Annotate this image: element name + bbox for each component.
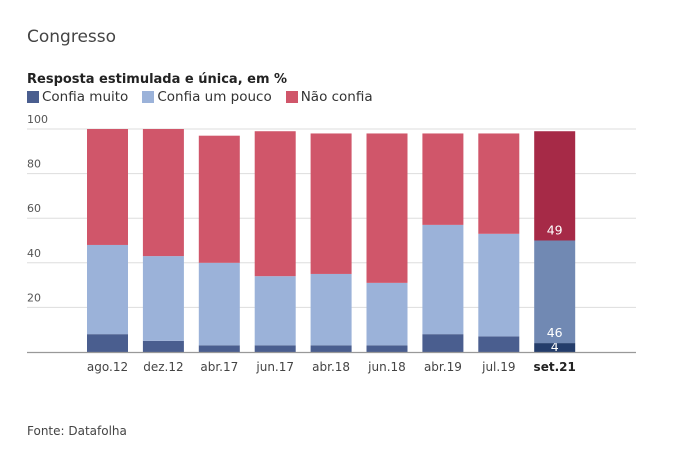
bar-segment-nao-confia-set-21 <box>534 131 576 241</box>
x-tick-label-jun-18: jun.18 <box>367 360 406 374</box>
chart-title: Congresso <box>27 27 117 47</box>
data-label-nao-confia-set-21: 49 <box>547 223 563 238</box>
bar-segment-nao-confia-dez-12 <box>142 129 184 257</box>
x-tick-label-jun-17: jun.17 <box>255 360 294 374</box>
bar-segment-confia-muito-dez-12 <box>142 340 184 352</box>
bar-segment-nao-confia-ago-12 <box>87 129 128 245</box>
x-tick-label-dez-12: dez.12 <box>143 360 183 374</box>
legend-swatch-nao-confia <box>285 91 298 103</box>
bar-segment-nao-confia-abr-18 <box>310 133 352 274</box>
bar-segment-confia-muito-jun-18 <box>366 345 408 352</box>
bar-segment-confia-muito-abr-17 <box>198 345 240 352</box>
legend-label-nao-confia: Não confia <box>300 89 373 105</box>
x-tick-label-jul-19: jul.19 <box>481 360 515 374</box>
legend-item-confia-muito: Confia muito <box>27 89 128 105</box>
bar-segment-confia-muito-ago-12 <box>87 334 128 352</box>
bar-segment-nao-confia-jul-19 <box>478 133 520 234</box>
legend-item-nao-confia: Não confia <box>285 89 373 105</box>
bar-segment-confia-muito-abr-19 <box>422 334 464 352</box>
bar-segment-nao-confia-jun-17 <box>254 131 296 277</box>
legend: Confia muito Confia um pouco Não confia <box>27 89 387 105</box>
x-tick-label-set-21: set.21 <box>534 360 576 374</box>
legend-swatch-confia-um-pouco <box>142 91 155 103</box>
y-tick-label-60: 60 <box>27 202 41 215</box>
bar-segment-confia-muito-set-21 <box>534 343 576 352</box>
bar-segment-confia-um-pouco-jul-19 <box>478 233 520 337</box>
legend-item-confia-um-pouco: Confia um pouco <box>142 89 272 105</box>
y-tick-label-20: 20 <box>27 291 41 304</box>
x-tick-label-abr-18: abr.18 <box>312 360 350 374</box>
legend-label-confia-muito: Confia muito <box>42 89 129 105</box>
source-note: Fonte: Datafolha <box>27 424 127 438</box>
bar-segment-confia-um-pouco-jun-18 <box>366 282 408 346</box>
bar-segment-nao-confia-abr-19 <box>422 133 464 225</box>
x-tick-label-ago-12: ago.12 <box>87 360 128 374</box>
bar-segment-nao-confia-abr-17 <box>198 135 240 263</box>
y-tick-label-100: 100 <box>27 113 48 126</box>
bar-segment-confia-um-pouco-set-21 <box>534 240 576 344</box>
x-tick-label-abr-17: abr.17 <box>200 360 238 374</box>
bar-segment-confia-um-pouco-jun-17 <box>254 276 296 346</box>
data-label-confia-um-pouco-set-21: 46 <box>547 325 563 340</box>
legend-swatch-confia-muito <box>27 91 39 103</box>
bar-segment-confia-um-pouco-dez-12 <box>142 256 184 341</box>
bar-segment-confia-um-pouco-abr-19 <box>422 224 464 335</box>
x-tick-label-abr-19: abr.19 <box>424 360 462 374</box>
chart-subtitle: Resposta estimulada e única, em % <box>27 72 288 87</box>
y-tick-label-80: 80 <box>27 158 41 171</box>
bar-segment-confia-um-pouco-ago-12 <box>87 244 128 335</box>
bar-segment-confia-um-pouco-abr-18 <box>310 273 352 346</box>
bar-segment-confia-muito-abr-18 <box>310 345 352 352</box>
bar-segment-confia-muito-jun-17 <box>254 345 296 352</box>
bar-segment-confia-um-pouco-abr-17 <box>198 262 240 346</box>
y-tick-label-40: 40 <box>27 247 41 260</box>
bar-segment-nao-confia-jun-18 <box>366 133 408 283</box>
data-label-confia-muito-set-21: 4 <box>551 339 559 354</box>
legend-label-confia-um-pouco: Confia um pouco <box>157 89 272 105</box>
bar-segment-confia-muito-jul-19 <box>478 336 520 352</box>
